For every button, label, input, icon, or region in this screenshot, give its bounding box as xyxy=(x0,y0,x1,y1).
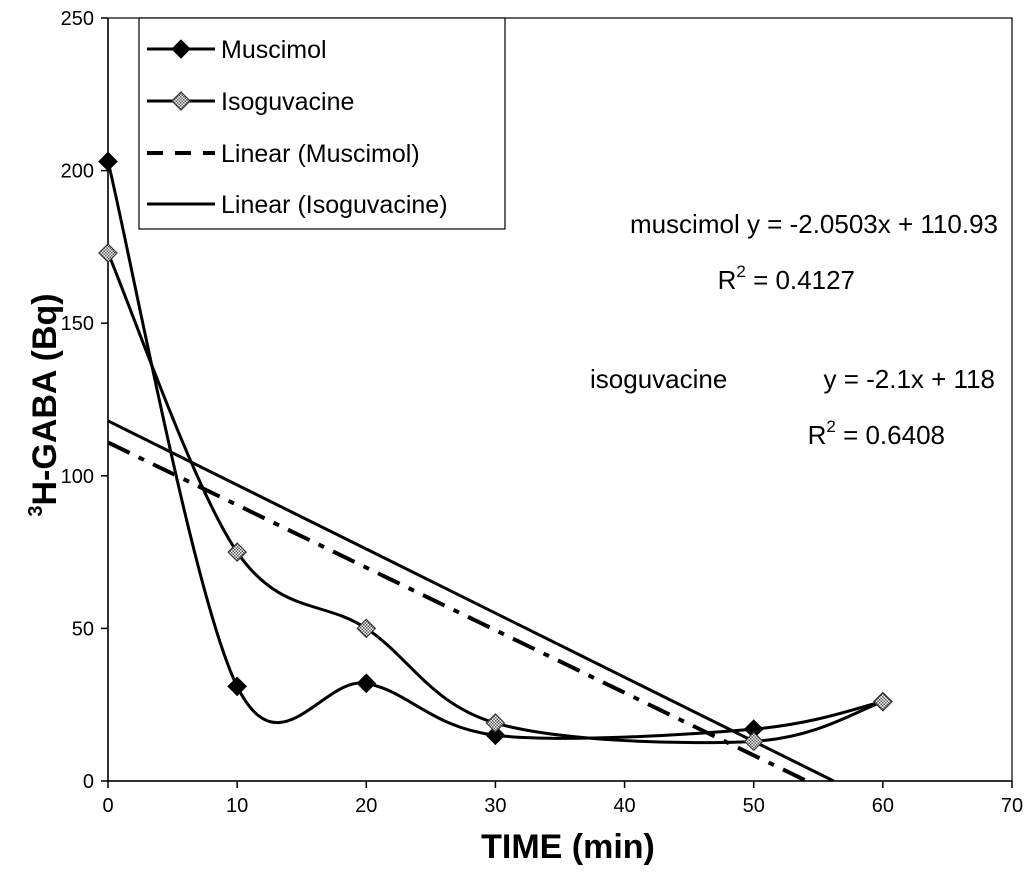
y-tick-label: 200 xyxy=(61,161,94,183)
x-axis-title: TIME (min) xyxy=(481,828,655,866)
legend-item-linear-isoguvacine: Linear (Isoguvacine) xyxy=(147,191,448,219)
y-tick-label: 0 xyxy=(83,771,94,793)
x-tick-label: 20 xyxy=(355,795,377,817)
muscimol-equation: muscimol y = -2.0503x + 110.93 xyxy=(630,209,998,239)
y-axis-title-superscript: 3 xyxy=(25,506,47,517)
legend-box xyxy=(138,17,506,230)
series xyxy=(98,151,893,752)
legend-item-linear-muscimol: Linear (Muscimol) xyxy=(147,140,420,168)
y-axis-title-main: -GABA (Bq) xyxy=(26,293,64,481)
data-point-isoguvacine xyxy=(873,691,893,712)
legend-label-linear-muscimol: Linear (Muscimol) xyxy=(221,140,420,168)
data-point-muscimol xyxy=(98,151,118,172)
x-ticks: 0 10 20 30 40 50 60 70 xyxy=(102,781,1023,817)
y-tick-label: 50 xyxy=(72,618,94,640)
x-tick-label: 70 xyxy=(1001,795,1023,817)
legend-label-linear-isoguvacine: Linear (Isoguvacine) xyxy=(221,191,448,219)
data-point-isoguvacine xyxy=(743,731,764,752)
data-point-isoguvacine xyxy=(227,542,247,562)
x-tick-label: 50 xyxy=(743,795,765,817)
isoguvacine-r2: R2 = 0.6408 xyxy=(808,417,945,450)
legend-item-muscimol: Muscimol xyxy=(147,36,327,64)
y-tick-label: 250 xyxy=(61,8,94,30)
y-axis-title: 3H-GABA (Bq) xyxy=(25,293,64,516)
data-point-muscimol xyxy=(356,673,377,694)
trendline-isoguvacine xyxy=(108,419,835,781)
data-point-muscimol xyxy=(485,725,506,746)
data-point-isoguvacine xyxy=(485,713,506,733)
legend-marker-muscimol xyxy=(171,39,191,59)
legend-label-muscimol: Muscimol xyxy=(221,36,327,64)
legend: Muscimol Isoguvacine Linear (Muscimol) L… xyxy=(138,17,506,230)
data-point-isoguvacine xyxy=(98,243,118,263)
isoguvacine-equation: y = -2.1x + 118 xyxy=(823,364,995,394)
muscimol-r2: R2 = 0.4127 xyxy=(718,262,855,295)
data-point-muscimol xyxy=(227,676,247,697)
x-tick-label: 0 xyxy=(102,795,113,817)
x-tick-label: 30 xyxy=(484,795,506,817)
y-tick-label: 100 xyxy=(61,466,94,488)
trendline-muscimol xyxy=(108,440,808,781)
legend-item-isoguvacine: Isoguvacine xyxy=(147,88,354,116)
legend-marker-isoguvacine xyxy=(171,91,191,111)
data-point-isoguvacine xyxy=(356,618,377,639)
isoguvacine-name: isoguvacine xyxy=(590,364,727,394)
y-tick-label: 150 xyxy=(61,313,94,335)
x-tick-label: 40 xyxy=(613,795,635,817)
y-ticks: 0 50 100 150 200 250 xyxy=(61,8,108,793)
x-tick-label: 60 xyxy=(872,795,894,817)
y-axis-title-prefix: H xyxy=(26,481,64,506)
trendlines xyxy=(108,419,835,781)
legend-label-isoguvacine: Isoguvacine xyxy=(221,88,354,116)
x-tick-label: 10 xyxy=(226,795,248,817)
